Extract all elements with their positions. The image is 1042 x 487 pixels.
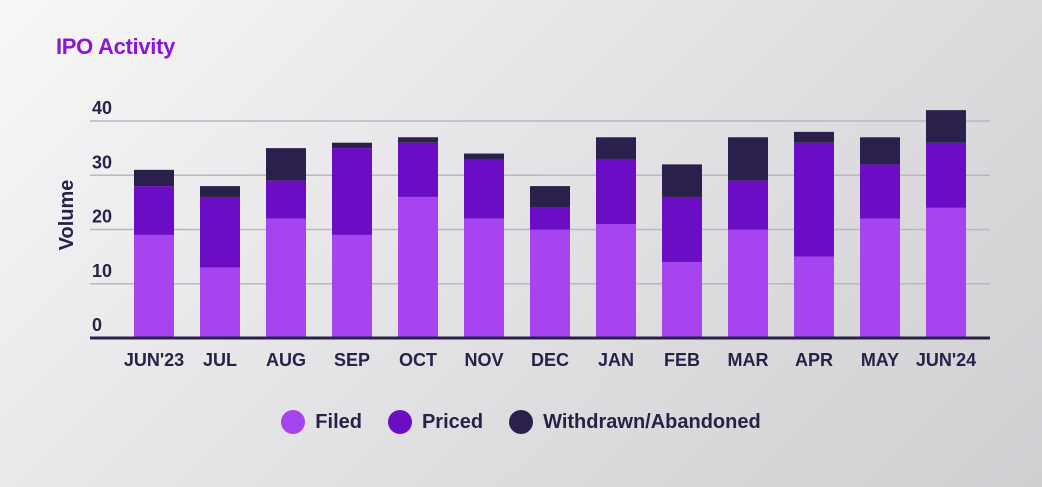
bars <box>134 110 966 338</box>
bar-priced-0 <box>134 186 174 235</box>
bar-priced-9 <box>728 180 768 230</box>
bar-withdrawn-abandoned-10 <box>794 131 834 143</box>
x-tick-label: DEC <box>531 350 569 370</box>
bar-withdrawn-abandoned-6 <box>530 186 570 208</box>
x-tick-label: JAN <box>598 350 634 370</box>
bar-filed-5 <box>464 218 504 338</box>
bar-filed-12 <box>926 207 966 338</box>
chart-title: IPO Activity <box>56 34 176 59</box>
legend-swatch-priced <box>387 410 412 434</box>
x-tick-label: APR <box>795 350 833 370</box>
y-axis-ticks: 0 10 20 30 40 <box>92 98 112 335</box>
bar-withdrawn-abandoned-7 <box>596 137 636 159</box>
bar-withdrawn-abandoned-12 <box>926 110 966 143</box>
bar-filed-11 <box>860 218 900 338</box>
bar-withdrawn-abandoned-4 <box>398 137 438 143</box>
bar-filed-9 <box>728 229 768 338</box>
bar-withdrawn-abandoned-0 <box>134 169 174 187</box>
legend-item-priced: Priced <box>387 410 484 434</box>
bar-filed-2 <box>266 218 306 338</box>
bar-filed-7 <box>596 224 636 338</box>
x-tick-label: JUN'23 <box>124 350 184 370</box>
y-tick-label: 20 <box>92 207 112 227</box>
legend-item-filed: Filed <box>281 410 362 434</box>
x-tick-label: SEP <box>334 350 370 370</box>
bar-priced-10 <box>794 142 834 257</box>
bar-priced-2 <box>266 180 306 219</box>
bar-withdrawn-abandoned-3 <box>332 142 372 149</box>
bar-withdrawn-abandoned-5 <box>464 153 504 159</box>
x-tick-label: OCT <box>399 350 437 370</box>
bar-withdrawn-abandoned-1 <box>200 186 240 197</box>
legend-item-withdrawn: Withdrawn/Abandoned <box>509 410 761 434</box>
bar-priced-6 <box>530 207 570 230</box>
y-tick-label: 40 <box>92 98 112 118</box>
legend-label-filed: Filed <box>315 410 362 433</box>
bar-filed-8 <box>662 262 702 338</box>
y-tick-label: 10 <box>92 261 112 281</box>
x-tick-label: JUN'24 <box>916 350 976 370</box>
bar-withdrawn-abandoned-11 <box>860 137 900 165</box>
bar-filed-1 <box>200 267 240 338</box>
bar-priced-7 <box>596 158 636 225</box>
x-tick-label: NOV <box>464 350 503 370</box>
x-tick-label: JUL <box>203 350 237 370</box>
bar-priced-11 <box>860 164 900 219</box>
legend-swatch-filed <box>281 410 306 434</box>
bar-filed-0 <box>134 234 174 338</box>
legend-label-priced: Priced <box>421 410 484 433</box>
bar-filed-10 <box>794 256 834 338</box>
x-tick-label: AUG <box>266 350 306 370</box>
legend: Filed Priced Withdrawn/Abandoned <box>0 410 1042 434</box>
legend-swatch-withdrawn <box>509 410 534 434</box>
bar-withdrawn-abandoned-9 <box>728 137 768 181</box>
bar-withdrawn-abandoned-2 <box>266 148 306 181</box>
bar-priced-5 <box>464 158 504 219</box>
x-axis-ticks: JUN'23 JUL AUG SEP OCT NOV DEC JAN FEB MAR APR MAY J… <box>124 350 976 370</box>
bar-priced-4 <box>398 142 438 197</box>
bar-withdrawn-abandoned-8 <box>662 164 702 197</box>
bar-priced-8 <box>662 196 702 263</box>
legend-label-withdrawn: Withdrawn/Abandoned <box>543 410 761 433</box>
x-tick-label: MAY <box>861 350 899 370</box>
y-tick-label: 30 <box>92 152 112 172</box>
bar-priced-3 <box>332 148 372 235</box>
bar-filed-6 <box>530 229 570 338</box>
bar-filed-3 <box>332 234 372 338</box>
x-tick-label: MAR <box>728 350 769 370</box>
y-axis-label: Volume <box>56 180 78 251</box>
bar-priced-1 <box>200 196 240 268</box>
y-tick-label: 0 <box>92 315 102 335</box>
bar-filed-4 <box>398 196 438 338</box>
x-tick-label: FEB <box>664 350 700 370</box>
bar-priced-12 <box>926 142 966 208</box>
